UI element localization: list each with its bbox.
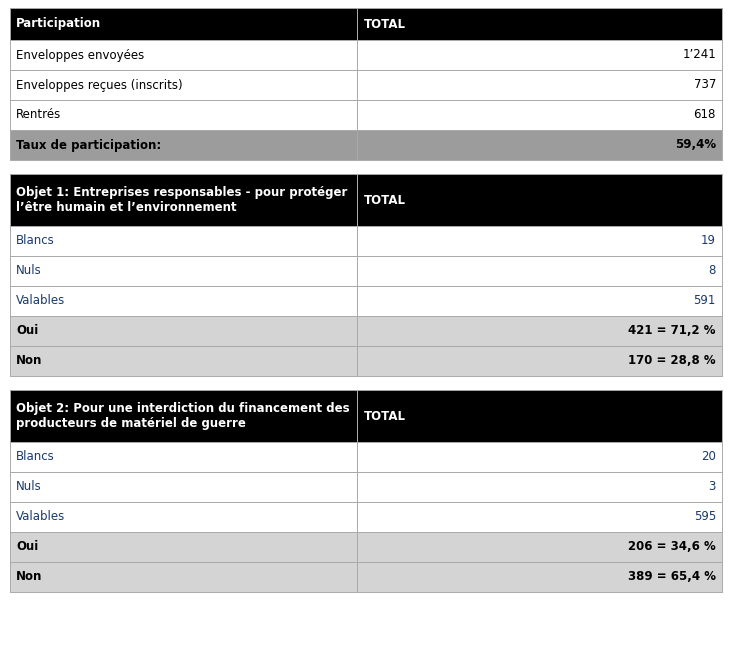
Text: Non: Non [16, 354, 42, 367]
Bar [357, 286, 722, 316]
Bar [357, 472, 722, 502]
Bar [357, 130, 722, 160]
Bar [357, 8, 722, 40]
Bar [357, 390, 722, 442]
Text: Valables: Valables [16, 510, 65, 523]
Text: 389 = 65,4 %: 389 = 65,4 % [628, 571, 716, 583]
Text: Oui: Oui [16, 541, 38, 554]
Bar [10, 226, 357, 256]
Text: 206 = 34,6 %: 206 = 34,6 % [628, 541, 716, 554]
Text: Nuls: Nuls [16, 480, 42, 493]
Text: Oui: Oui [16, 325, 38, 337]
Text: 20: 20 [701, 451, 716, 464]
Bar [357, 316, 722, 346]
Bar [10, 442, 357, 472]
Text: Rentrés: Rentrés [16, 108, 61, 121]
Text: 3: 3 [709, 480, 716, 493]
Text: Blancs: Blancs [16, 451, 55, 464]
Bar [10, 256, 357, 286]
Text: TOTAL: TOTAL [364, 409, 406, 422]
Text: 1’241: 1’241 [682, 49, 716, 62]
Text: Valables: Valables [16, 295, 65, 308]
Text: Non: Non [16, 571, 42, 583]
Text: Blancs: Blancs [16, 234, 55, 247]
Bar [357, 70, 722, 100]
Bar [10, 502, 357, 532]
Bar [10, 70, 357, 100]
Bar [10, 8, 357, 40]
Bar [10, 562, 357, 592]
Text: Nuls: Nuls [16, 264, 42, 277]
Bar [357, 100, 722, 130]
Bar [10, 130, 357, 160]
Bar [10, 40, 357, 70]
Text: TOTAL: TOTAL [364, 18, 406, 30]
Text: 595: 595 [694, 510, 716, 523]
Text: 421 = 71,2 %: 421 = 71,2 % [629, 325, 716, 337]
Text: 591: 591 [694, 295, 716, 308]
Bar [10, 174, 357, 226]
Bar [357, 442, 722, 472]
Text: Objet 1: Entreprises responsables - pour protéger
l’être humain et l’environneme: Objet 1: Entreprises responsables - pour… [16, 186, 348, 214]
Text: Enveloppes reçues (inscrits): Enveloppes reçues (inscrits) [16, 79, 182, 91]
Text: TOTAL: TOTAL [364, 194, 406, 207]
Bar [10, 472, 357, 502]
Text: Taux de participation:: Taux de participation: [16, 138, 161, 152]
Text: 618: 618 [694, 108, 716, 121]
Text: 59,4%: 59,4% [675, 138, 716, 152]
Bar [357, 502, 722, 532]
Bar [10, 532, 357, 562]
Text: Objet 2: Pour une interdiction du financement des
producteurs de matériel de gue: Objet 2: Pour une interdiction du financ… [16, 402, 350, 430]
Bar [10, 100, 357, 130]
Bar [10, 346, 357, 376]
Text: 737: 737 [694, 79, 716, 91]
Bar [10, 316, 357, 346]
Bar [357, 256, 722, 286]
Text: 170 = 28,8 %: 170 = 28,8 % [628, 354, 716, 367]
Bar [10, 390, 357, 442]
Text: 19: 19 [701, 234, 716, 247]
Bar [357, 40, 722, 70]
Bar [357, 532, 722, 562]
Bar [357, 346, 722, 376]
Text: Enveloppes envoyées: Enveloppes envoyées [16, 49, 144, 62]
Text: Participation: Participation [16, 18, 101, 30]
Text: 8: 8 [709, 264, 716, 277]
Bar [357, 174, 722, 226]
Bar [10, 286, 357, 316]
Bar [357, 562, 722, 592]
Bar [357, 226, 722, 256]
